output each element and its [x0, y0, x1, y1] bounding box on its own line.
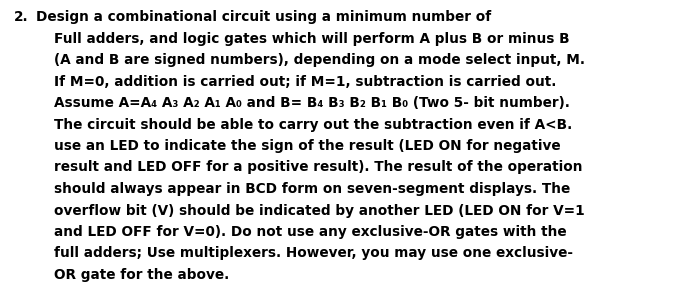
Text: OR gate for the above.: OR gate for the above. — [54, 268, 229, 282]
Text: Assume A=A₄ A₃ A₂ A₁ A₀ and B= B₄ B₃ B₂ B₁ B₀ (Two 5- bit number).: Assume A=A₄ A₃ A₂ A₁ A₀ and B= B₄ B₃ B₂ … — [54, 96, 570, 110]
Text: 2.: 2. — [14, 10, 28, 24]
Text: result and LED OFF for a positive result). The result of the operation: result and LED OFF for a positive result… — [54, 160, 582, 175]
Text: The circuit should be able to carry out the subtraction even if A<B.: The circuit should be able to carry out … — [54, 118, 572, 131]
Text: Design a combinational circuit using a minimum number of: Design a combinational circuit using a m… — [36, 10, 491, 24]
Text: and LED OFF for V=0). Do not use any exclusive-OR gates with the: and LED OFF for V=0). Do not use any exc… — [54, 225, 567, 239]
Text: Full adders, and logic gates which will perform A plus B or minus B: Full adders, and logic gates which will … — [54, 31, 570, 46]
Text: should always appear in BCD form on seven-segment displays. The: should always appear in BCD form on seve… — [54, 182, 570, 196]
Text: If M=0, addition is carried out; if M=1, subtraction is carried out.: If M=0, addition is carried out; if M=1,… — [54, 75, 556, 89]
Text: (A and B are signed numbers), depending on a mode select input, M.: (A and B are signed numbers), depending … — [54, 53, 585, 67]
Text: overflow bit (V) should be indicated by another LED (LED ON for V=1: overflow bit (V) should be indicated by … — [54, 204, 585, 218]
Text: full adders; Use multiplexers. However, you may use one exclusive-: full adders; Use multiplexers. However, … — [54, 247, 573, 260]
Text: use an LED to indicate the sign of the result (LED ON for negative: use an LED to indicate the sign of the r… — [54, 139, 561, 153]
